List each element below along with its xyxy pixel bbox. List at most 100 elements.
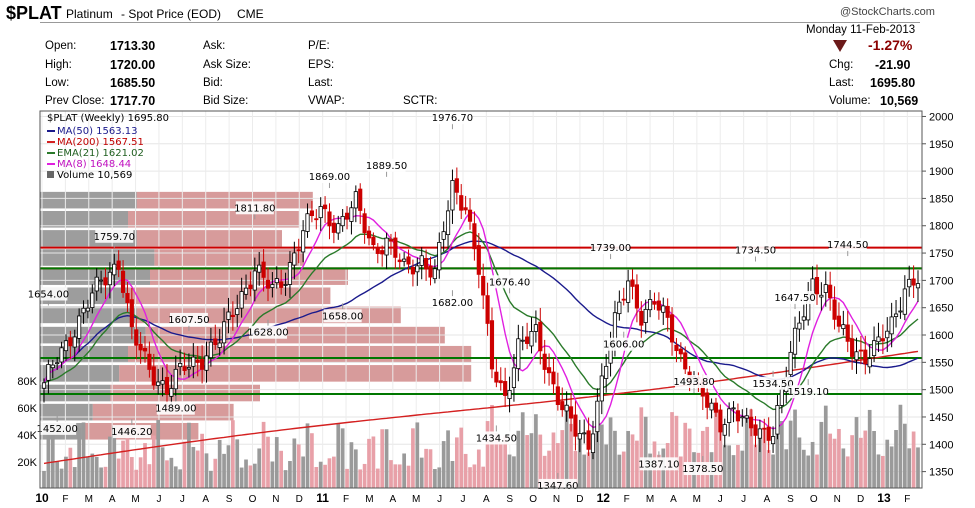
candle-body <box>55 362 60 365</box>
candle-body <box>85 307 90 312</box>
annotation-bg <box>490 275 529 289</box>
annotation-bg <box>736 243 775 257</box>
volume-bar <box>345 468 349 488</box>
volume-bar <box>731 455 736 488</box>
candle-body <box>599 375 604 402</box>
candle-body <box>858 349 863 352</box>
candle-body <box>652 301 657 305</box>
x-tick-label: J <box>156 494 161 505</box>
open-value: 1713.30 <box>110 39 156 53</box>
candle-body <box>265 279 271 289</box>
volume-bar <box>310 433 314 488</box>
candle-body <box>261 261 266 278</box>
volume-bar <box>209 470 213 488</box>
volume-bar <box>68 447 73 488</box>
candle-body <box>77 315 82 339</box>
x-tick-label: F <box>904 494 910 505</box>
volume-bar <box>86 456 90 488</box>
volume-bar <box>371 436 376 488</box>
x-tick-label: A <box>389 494 396 505</box>
candle-body <box>441 231 446 240</box>
volume-bar <box>604 444 609 488</box>
annotation-bg <box>675 375 714 389</box>
volume-bar <box>819 421 824 488</box>
volume-bar <box>705 426 710 488</box>
volume-bar <box>156 419 161 488</box>
volume-bar <box>828 433 833 488</box>
candle-body <box>340 216 345 227</box>
legend-volume: Volume 10,569 <box>57 170 132 181</box>
candle-body <box>388 239 394 242</box>
volume-bar <box>204 453 209 488</box>
volume-bar <box>534 414 538 488</box>
volume-bar <box>397 464 402 488</box>
annotation-bg <box>591 241 630 255</box>
candle-body <box>766 426 771 441</box>
candle-body <box>112 263 117 276</box>
x-tick-label: M <box>131 494 139 505</box>
price-annotation: 1387.10 <box>638 459 679 470</box>
volume-bar <box>657 454 661 488</box>
volume-bar <box>138 457 143 488</box>
candle-body <box>520 339 525 342</box>
volume-bar <box>99 467 103 488</box>
volume-tick-label: 20K <box>17 457 37 469</box>
candle-body <box>450 180 455 211</box>
volume-bar <box>450 460 455 488</box>
volume-bar <box>323 464 327 488</box>
candle-body <box>889 316 894 335</box>
annotation-bg <box>776 291 815 305</box>
volume-bar <box>573 450 578 488</box>
candle-body <box>546 367 552 374</box>
candle-body <box>68 337 73 347</box>
brand-logo[interactable]: @StockCharts.com <box>840 6 935 18</box>
volume-bar <box>121 440 125 488</box>
candle-body <box>841 324 846 329</box>
x-tick-label: A <box>764 494 771 505</box>
x-tick-label: D <box>296 494 303 505</box>
x-tick-label: J <box>460 494 465 505</box>
candle-body <box>305 213 310 232</box>
volume-bar <box>433 469 437 488</box>
candle-body <box>507 390 512 400</box>
candle-body <box>757 428 762 439</box>
volume-bars <box>42 404 920 488</box>
volume-bar <box>327 458 332 488</box>
volume-bar <box>367 438 371 488</box>
volume-bar <box>648 453 652 488</box>
volume-bar <box>630 434 635 488</box>
chg-value: -21.90 <box>875 58 911 72</box>
volume-bar <box>881 455 885 488</box>
candle-body <box>309 210 314 217</box>
volume-bar <box>740 450 745 488</box>
candle-body <box>59 347 64 363</box>
volume-bar <box>147 464 152 488</box>
volume-bar <box>244 459 248 488</box>
price-annotation: 1811.80 <box>234 203 275 214</box>
candle-body <box>762 427 767 430</box>
volume-bar <box>687 428 692 488</box>
annotation-bg <box>683 462 722 476</box>
volume-bar <box>182 441 187 488</box>
x-tick-label: O <box>810 494 818 505</box>
legend-ma8: MA(8) 1648.44 <box>57 159 131 170</box>
volume-bar <box>714 412 718 488</box>
x-tick-label: M <box>693 494 701 505</box>
vbp-up-bar <box>40 365 120 382</box>
volume-bar <box>349 442 354 488</box>
candle-body <box>832 299 837 320</box>
x-tick-label: S <box>226 494 233 505</box>
volume-bar <box>129 457 134 488</box>
candle-body <box>489 320 495 370</box>
annotation-bg <box>433 296 472 310</box>
candle-body <box>617 301 622 315</box>
candle-body <box>169 388 174 397</box>
candlesticks <box>41 167 921 460</box>
y-tick-label: 1550 <box>929 357 953 369</box>
volume-bar <box>454 437 459 488</box>
candle-body <box>362 213 367 234</box>
candle-body <box>656 300 661 311</box>
volume-bar <box>547 450 551 488</box>
candle-body <box>173 368 178 390</box>
